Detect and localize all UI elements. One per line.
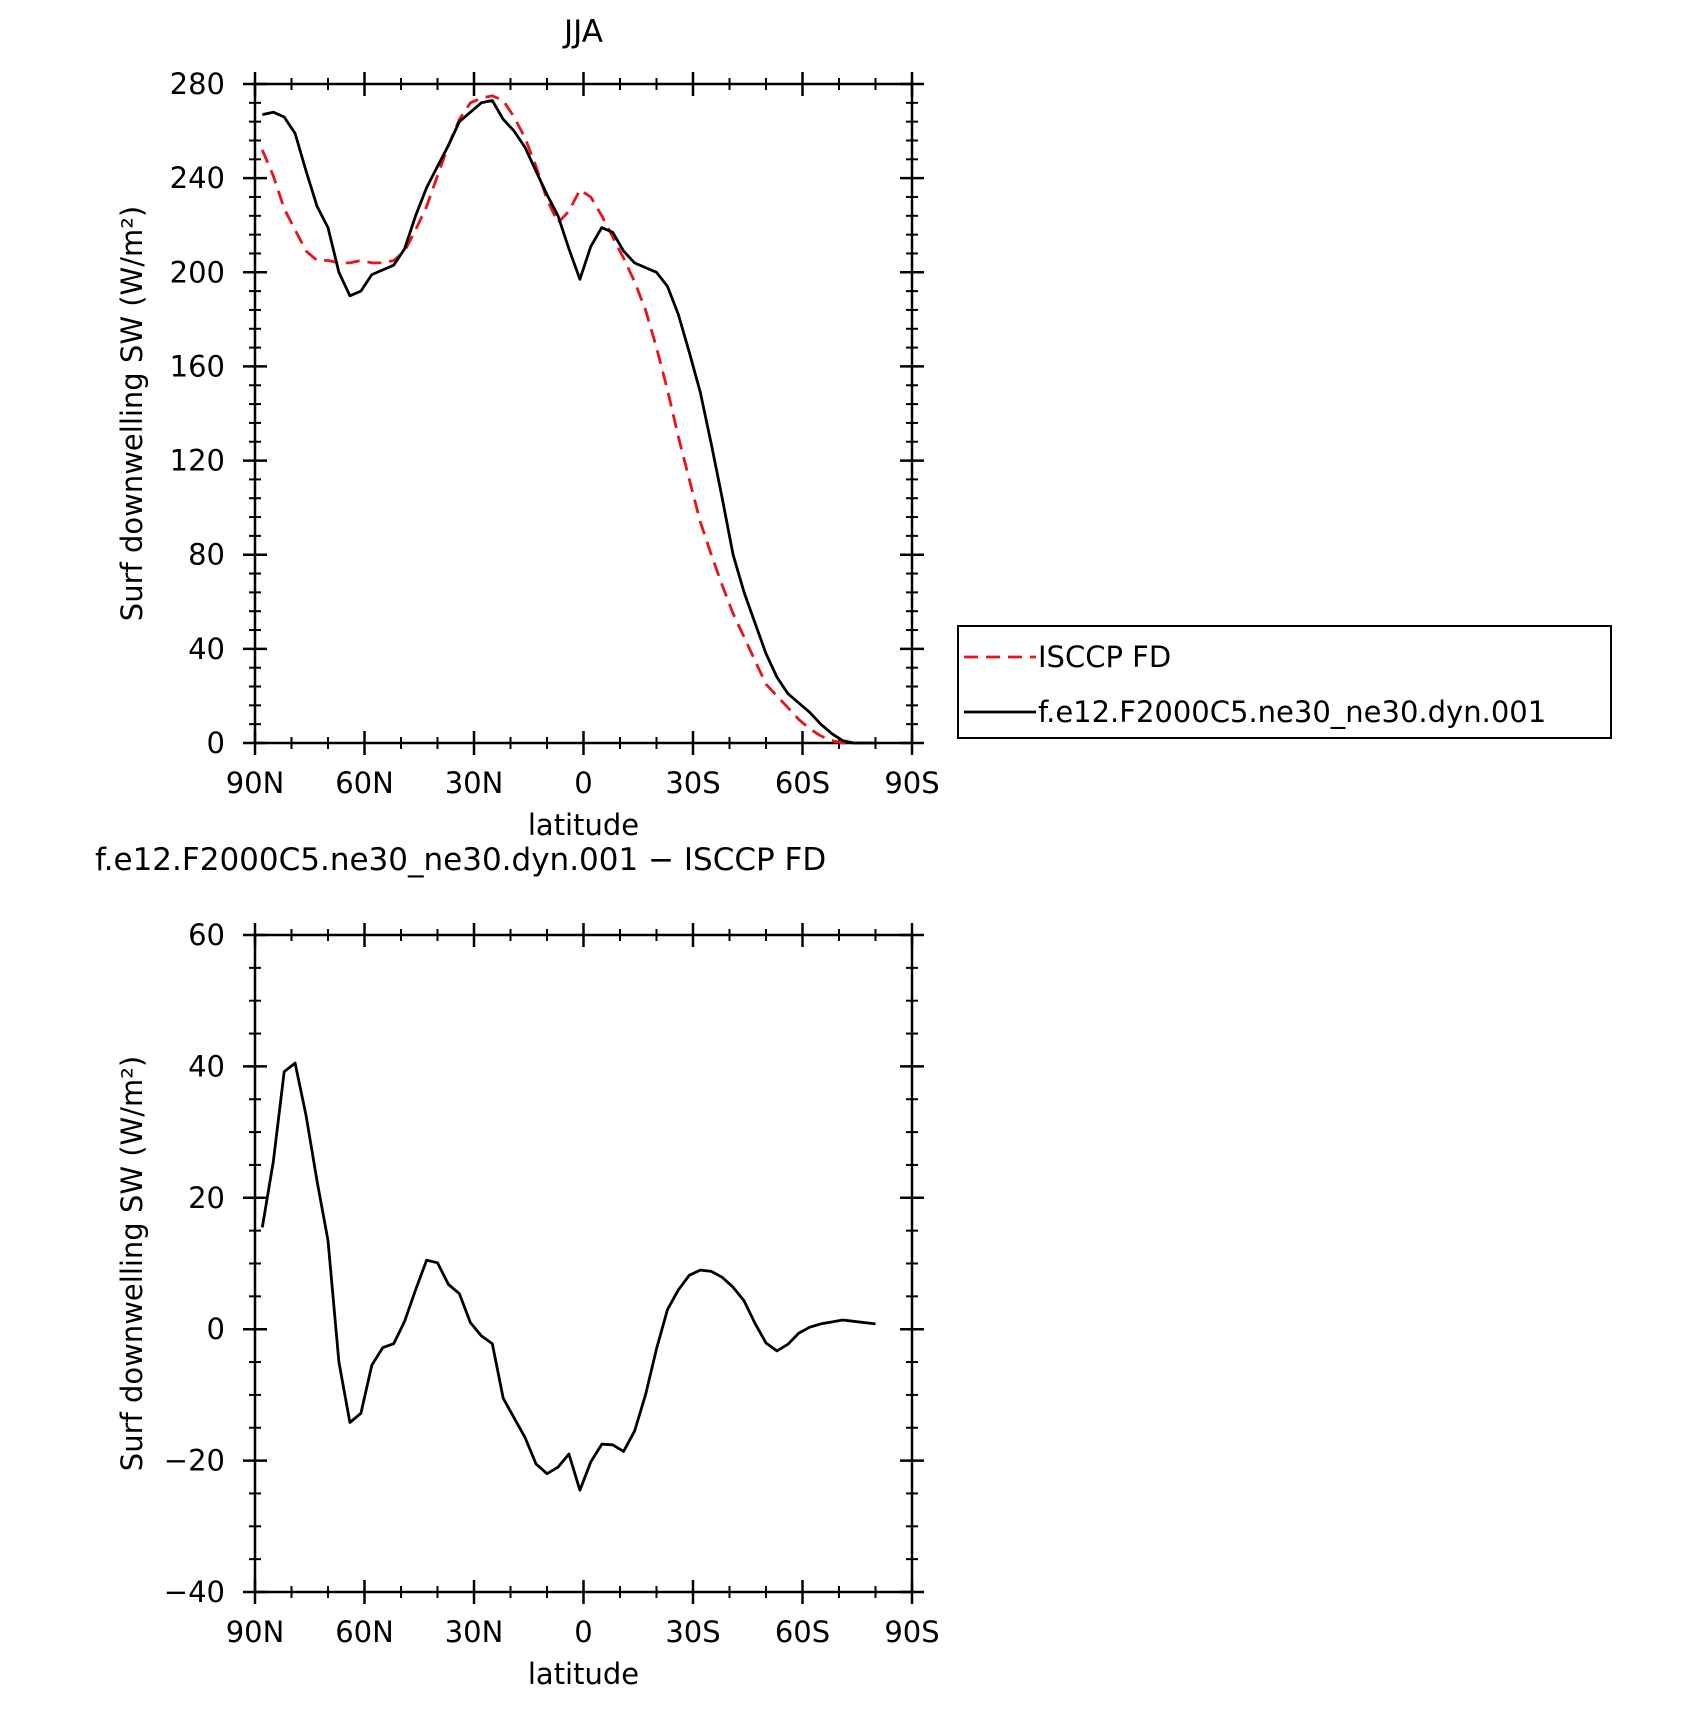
- x-tick-label: 30N: [445, 1615, 504, 1649]
- x-tick-label: 0: [574, 1615, 592, 1649]
- chart-title: JJA: [562, 14, 603, 50]
- series-line-isccp-fd: [261, 94, 876, 745]
- y-tick-label: 40: [188, 632, 225, 666]
- legend: ISCCP FD f.e12.F2000C5.ne30_ne30.dyn.001: [957, 625, 1612, 739]
- x-tick-label: 90N: [226, 766, 285, 800]
- y-axis-label: Surf downwelling SW (W/m²): [115, 206, 149, 621]
- y-tick-label: 120: [170, 444, 225, 478]
- x-tick-label: 90S: [884, 766, 939, 800]
- x-tick-label: 30S: [665, 766, 720, 800]
- series-line-difference: [260, 1061, 876, 1492]
- x-tick-label: 90S: [884, 1615, 939, 1649]
- plot-frame: [253, 933, 914, 1594]
- y-tick-label: 0: [207, 726, 225, 760]
- y-tick-label: 80: [188, 538, 225, 572]
- x-tick-label: 60N: [335, 766, 394, 800]
- x-tick-label: 60S: [775, 1615, 830, 1649]
- x-tick-label: 90N: [226, 1615, 285, 1649]
- bottom-chart-panel: −40 −20 0 20 40 60 90N 60N 30N 0 30S 60S 90S f.e12.F2…: [95, 842, 940, 1691]
- y-tick-label: 60: [188, 918, 225, 952]
- y-tick-label: 0: [207, 1312, 225, 1346]
- y-tick-label: 280: [170, 67, 225, 101]
- series-line-f-e12-f2000c5-ne30-ne30-dyn-001: [262, 99, 876, 745]
- legend-label: ISCCP FD: [1038, 640, 1171, 674]
- y-tick-label: 200: [170, 255, 225, 289]
- legend-label: f.e12.F2000C5.ne30_ne30.dyn.001: [1038, 695, 1546, 729]
- y-tick-label: −20: [164, 1444, 225, 1478]
- chart-title: f.e12.F2000C5.ne30_ne30.dyn.001 − ISCCP …: [95, 842, 826, 878]
- x-tick-label: 30S: [665, 1615, 720, 1649]
- x-axis-label: latitude: [528, 1657, 639, 1691]
- x-axis-label: latitude: [528, 808, 639, 842]
- plot-frame: [253, 82, 914, 745]
- y-tick-label: 40: [188, 1049, 225, 1083]
- y-axis-label: Surf downwelling SW (W/m²): [115, 1056, 149, 1471]
- x-tick-label: 60N: [335, 1615, 394, 1649]
- y-tick-label: −40: [164, 1575, 225, 1609]
- x-tick-label: 0: [574, 766, 592, 800]
- y-tick-label: 20: [188, 1181, 225, 1215]
- x-tick-label: 30N: [445, 766, 504, 800]
- y-tick-label: 240: [170, 161, 225, 195]
- top-chart-panel: 0 40 80 120 160 200 240 280 90N 60N 30N 0 30S 60S 90S J…: [115, 14, 940, 842]
- x-tick-label: 60S: [775, 766, 830, 800]
- y-tick-label: 160: [170, 349, 225, 383]
- legend-box: [957, 625, 1612, 739]
